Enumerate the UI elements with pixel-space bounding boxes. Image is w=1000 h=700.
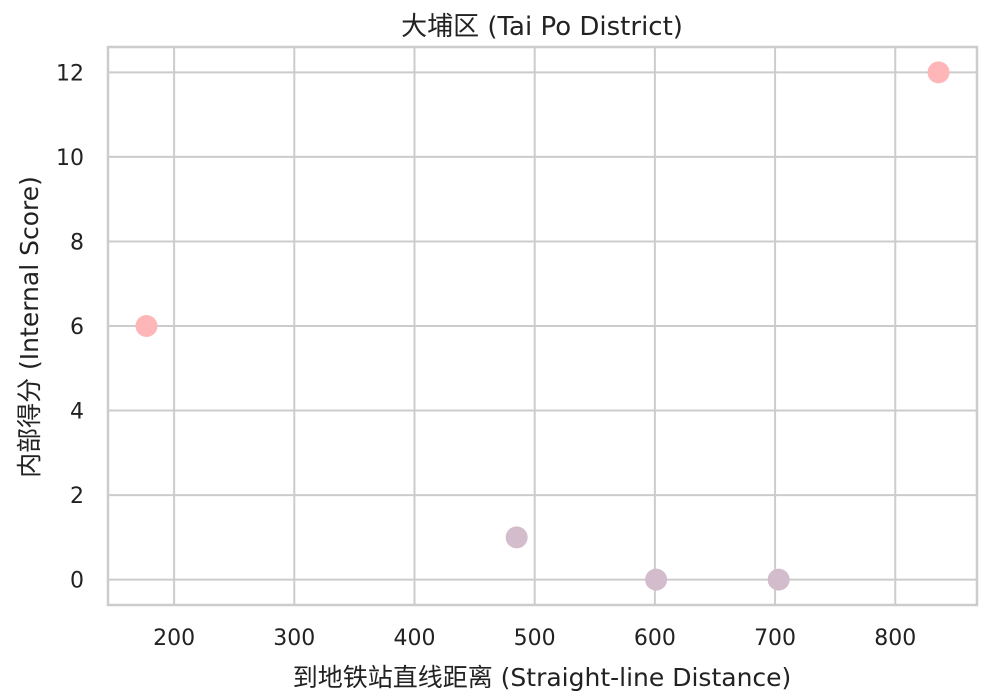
y-tick-label: 2 <box>70 484 84 509</box>
x-tick-label: 400 <box>393 626 435 651</box>
y-tick-label: 8 <box>70 230 84 255</box>
x-tick-label: 500 <box>514 626 556 651</box>
y-axis-label: 内部得分 (Internal Score) <box>15 176 44 478</box>
y-tick-label: 10 <box>56 146 84 171</box>
data-point <box>927 61 950 84</box>
x-tick-label: 300 <box>273 626 315 651</box>
data-points <box>135 61 950 591</box>
y-tick-label: 0 <box>70 569 84 594</box>
y-axis-ticks: 0 2 4 6 8 10 12 <box>56 61 84 593</box>
x-tick-label: 200 <box>153 626 195 651</box>
data-point <box>505 526 528 549</box>
x-tick-label: 700 <box>754 626 796 651</box>
x-tick-label: 600 <box>634 626 676 651</box>
y-tick-label: 12 <box>56 61 84 86</box>
x-axis-label: 到地铁站直线距离 (Straight-line Distance) <box>293 663 792 692</box>
x-axis-ticks: 200 300 400 500 600 700 800 <box>153 626 916 651</box>
x-tick-label: 800 <box>874 626 916 651</box>
data-point <box>767 568 790 591</box>
chart-title: 大埔区 (Tai Po District) <box>401 12 683 42</box>
grid-lines <box>108 47 977 605</box>
data-point <box>135 315 158 337</box>
y-tick-label: 4 <box>70 400 84 425</box>
y-tick-label: 6 <box>70 315 84 340</box>
data-point <box>645 568 668 591</box>
plot-frame <box>106 45 979 607</box>
